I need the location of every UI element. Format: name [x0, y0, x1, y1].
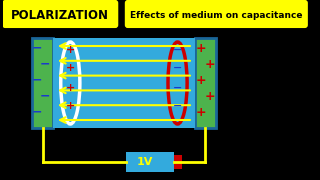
Text: +: + [66, 101, 75, 111]
Text: POLARIZATION: POLARIZATION [11, 8, 109, 21]
FancyBboxPatch shape [126, 1, 307, 27]
Text: −: − [32, 73, 42, 87]
Text: 1V: 1V [137, 157, 153, 167]
Bar [32, 38, 53, 128]
Text: +: + [195, 42, 206, 55]
Text: +: + [205, 57, 215, 71]
FancyBboxPatch shape [3, 1, 117, 27]
Bar [53, 38, 195, 128]
Text: +: + [195, 105, 206, 118]
Text: +: + [66, 83, 75, 93]
Text: −: − [40, 57, 51, 71]
Text: +: + [205, 89, 215, 102]
Text: Effects of medium on capacitance: Effects of medium on capacitance [130, 10, 302, 19]
Text: −: − [32, 42, 42, 55]
Text: +: + [66, 63, 75, 73]
Bar [126, 152, 174, 172]
Text: −: − [173, 63, 182, 73]
Bar [174, 155, 182, 169]
Text: +: + [66, 45, 75, 55]
Bar [195, 38, 216, 128]
Text: −: − [40, 89, 51, 102]
Text: −: − [173, 101, 182, 111]
Text: +: + [195, 73, 206, 87]
Text: −: − [32, 105, 42, 118]
Text: −: − [173, 83, 182, 93]
Text: −: − [173, 45, 182, 55]
